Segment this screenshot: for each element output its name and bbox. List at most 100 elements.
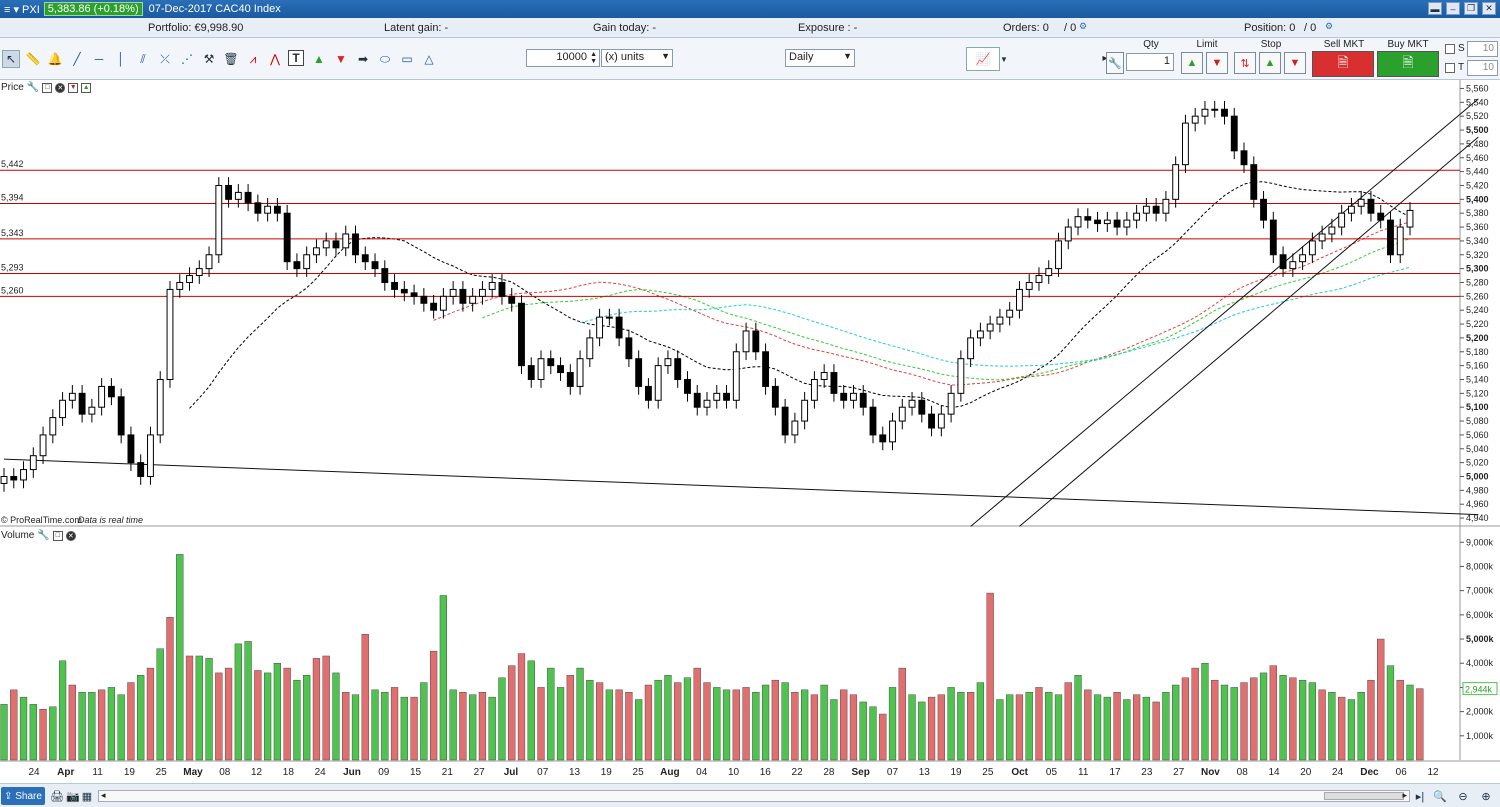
volume-tick-label: 2,000k [1466,707,1494,717]
chart-type-icon[interactable]: 📈 [966,47,1000,71]
orders-gear-icon[interactable]: ⚙ [1079,21,1088,31]
channel-icon[interactable]: ⫽ [140,51,146,66]
grid-icon[interactable]: ▦ [81,790,93,803]
zoom-fit-icon[interactable]: 🔍 [1433,790,1447,803]
price-panel-title: Price [1,82,24,93]
zoom-out-icon[interactable]: ⊖ [1458,790,1468,803]
qty-input[interactable]: 1 [1126,53,1174,71]
window-controls: ▬ – ❐ ✕ [1428,2,1496,15]
move-up-icon[interactable]: ▲ [81,82,92,93]
volume-bar [234,643,242,761]
candle-down [1269,219,1277,256]
restore-icon[interactable]: ❐ [1464,2,1478,15]
minimize-icon[interactable]: – [1446,2,1460,15]
ellipse-icon[interactable]: ⬭ [379,51,391,66]
horizontal-scrollbar[interactable]: ◂ ▸ [98,790,1410,802]
ruler-icon[interactable]: 📏 [25,52,41,66]
right-arrow-icon[interactable]: ➡ [357,52,369,66]
wave-icon[interactable]: ⋀ [270,52,280,66]
zoom-in-icon[interactable]: ⊕ [1481,790,1491,803]
scroll-left-icon[interactable]: ◂ [101,790,106,800]
date-tick-label: 25 [633,767,645,778]
price-panel-header: Price 🔧 □ ✕ ▼ ▲ [0,81,92,94]
volume-bar [1347,699,1356,761]
volume-bar [898,667,906,761]
horizontal-line-icon[interactable]: ─ [94,52,104,66]
window-menu-button[interactable]: ≡ ▾ PXI [4,3,40,16]
timeframe-select[interactable]: Daily ▼ [785,49,855,67]
portfolio-value: Portfolio: €9,998.90 [148,22,244,34]
hammer-icon[interactable]: ⚒ [203,52,215,66]
volume-bar [0,704,8,761]
uptrend-channel-lower [970,98,1479,527]
candle-down [225,184,232,200]
stop-sell-icon[interactable]: ▼ [1284,52,1306,74]
stop-loss-input[interactable]: 10 [1467,41,1498,57]
scroll-thumb[interactable] [1324,792,1404,800]
volume-bar [1269,665,1277,761]
volume-bar [10,689,18,761]
limit-buy-icon[interactable]: ▲ [1181,52,1203,74]
text-tool-icon[interactable]: T [288,50,304,66]
qty-label: Qty [1143,39,1159,50]
volume-bar [556,687,565,761]
candle-up [820,372,828,380]
share-button[interactable]: ⇪ Share [1,787,45,805]
zigzag-icon[interactable]: ⩘ [249,51,257,66]
units-select[interactable]: (x) units ▼ [601,49,673,67]
close-icon[interactable]: ✕ [55,82,66,93]
expand-arrow-icon[interactable]: ▸ [1102,53,1108,64]
trash-icon[interactable]: 🗑 [223,52,239,66]
stepper-icon[interactable]: ▲ ▼ [590,51,597,65]
limit-bracket-icon[interactable]: ⇅ [1234,52,1256,74]
maximize-icon[interactable]: □ [52,530,63,541]
candle-down [693,392,701,408]
trendline-icon[interactable]: ╱ [73,52,81,66]
date-tick-label: 23 [1141,767,1153,778]
volume-bar [1308,682,1316,761]
rectangle-icon[interactable]: ▭ [401,52,413,66]
close-icon[interactable]: ✕ [1482,2,1496,15]
stop-loss-checkbox[interactable] [1445,44,1455,54]
take-profit-input[interactable]: 10 [1467,60,1498,76]
fan-icon[interactable]: ⋰ [181,52,193,66]
vertical-line-icon[interactable]: │ [117,52,125,66]
pointer-icon[interactable]: ↖ [2,50,20,68]
candle-up [147,434,154,477]
up-arrow-icon[interactable]: ▲ [313,52,325,66]
stop-buy-icon[interactable]: ▲ [1259,52,1281,74]
triangle-icon[interactable]: △ [424,52,434,66]
camera-icon[interactable]: 📷 [66,790,80,803]
price-volume-chart[interactable]: 5,442 5,394 5,343 5,293 5,260 5,560 5,540 5,52… [0,80,1500,783]
move-down-icon[interactable]: ▼ [68,82,79,93]
wrench-icon[interactable]: 🔧 [1106,52,1124,74]
orders-count[interactable]: Orders: 0 [1003,22,1049,34]
minimize-icon[interactable]: ▬ [1428,2,1442,15]
position-gear-icon[interactable]: ⚙ [1325,21,1334,31]
down-arrow-icon[interactable]: ▼ [335,52,347,66]
wrench-icon[interactable]: 🔧 [26,82,40,93]
quantity-input[interactable]: 10000 ▲ ▼ [526,49,600,67]
maximize-icon[interactable]: □ [42,82,53,93]
buy-market-button[interactable]: 🗎 [1377,51,1439,77]
exposure: Exposure : - [798,22,858,34]
date-tick-label: 19 [951,767,963,778]
volume-bar [390,687,399,761]
date-tick-label: 06 [1396,767,1408,778]
candle-down [10,475,18,481]
fibonacci-icon[interactable]: ⤫ [160,51,170,66]
close-icon[interactable]: ✕ [65,530,76,541]
take-profit-checkbox[interactable] [1445,63,1455,73]
scroll-end-icon[interactable]: ▸| [1415,790,1425,803]
chevron-down-icon[interactable]: ▼ [1000,54,1008,64]
scroll-right-icon[interactable]: ▸ [1402,790,1407,800]
sell-market-button[interactable]: 🗎 [1312,51,1374,77]
position-count[interactable]: Position: 0 [1244,22,1296,34]
limit-sell-icon[interactable]: ▼ [1206,52,1228,74]
volume-bar [879,713,887,761]
chevron-down-icon: ▼ [661,51,670,61]
print-icon[interactable]: 🖨 [50,790,64,803]
wrench-icon[interactable]: 🔧 [37,530,50,541]
alert-bell-icon[interactable]: 🔔 [47,52,63,66]
candle-down [107,385,115,398]
